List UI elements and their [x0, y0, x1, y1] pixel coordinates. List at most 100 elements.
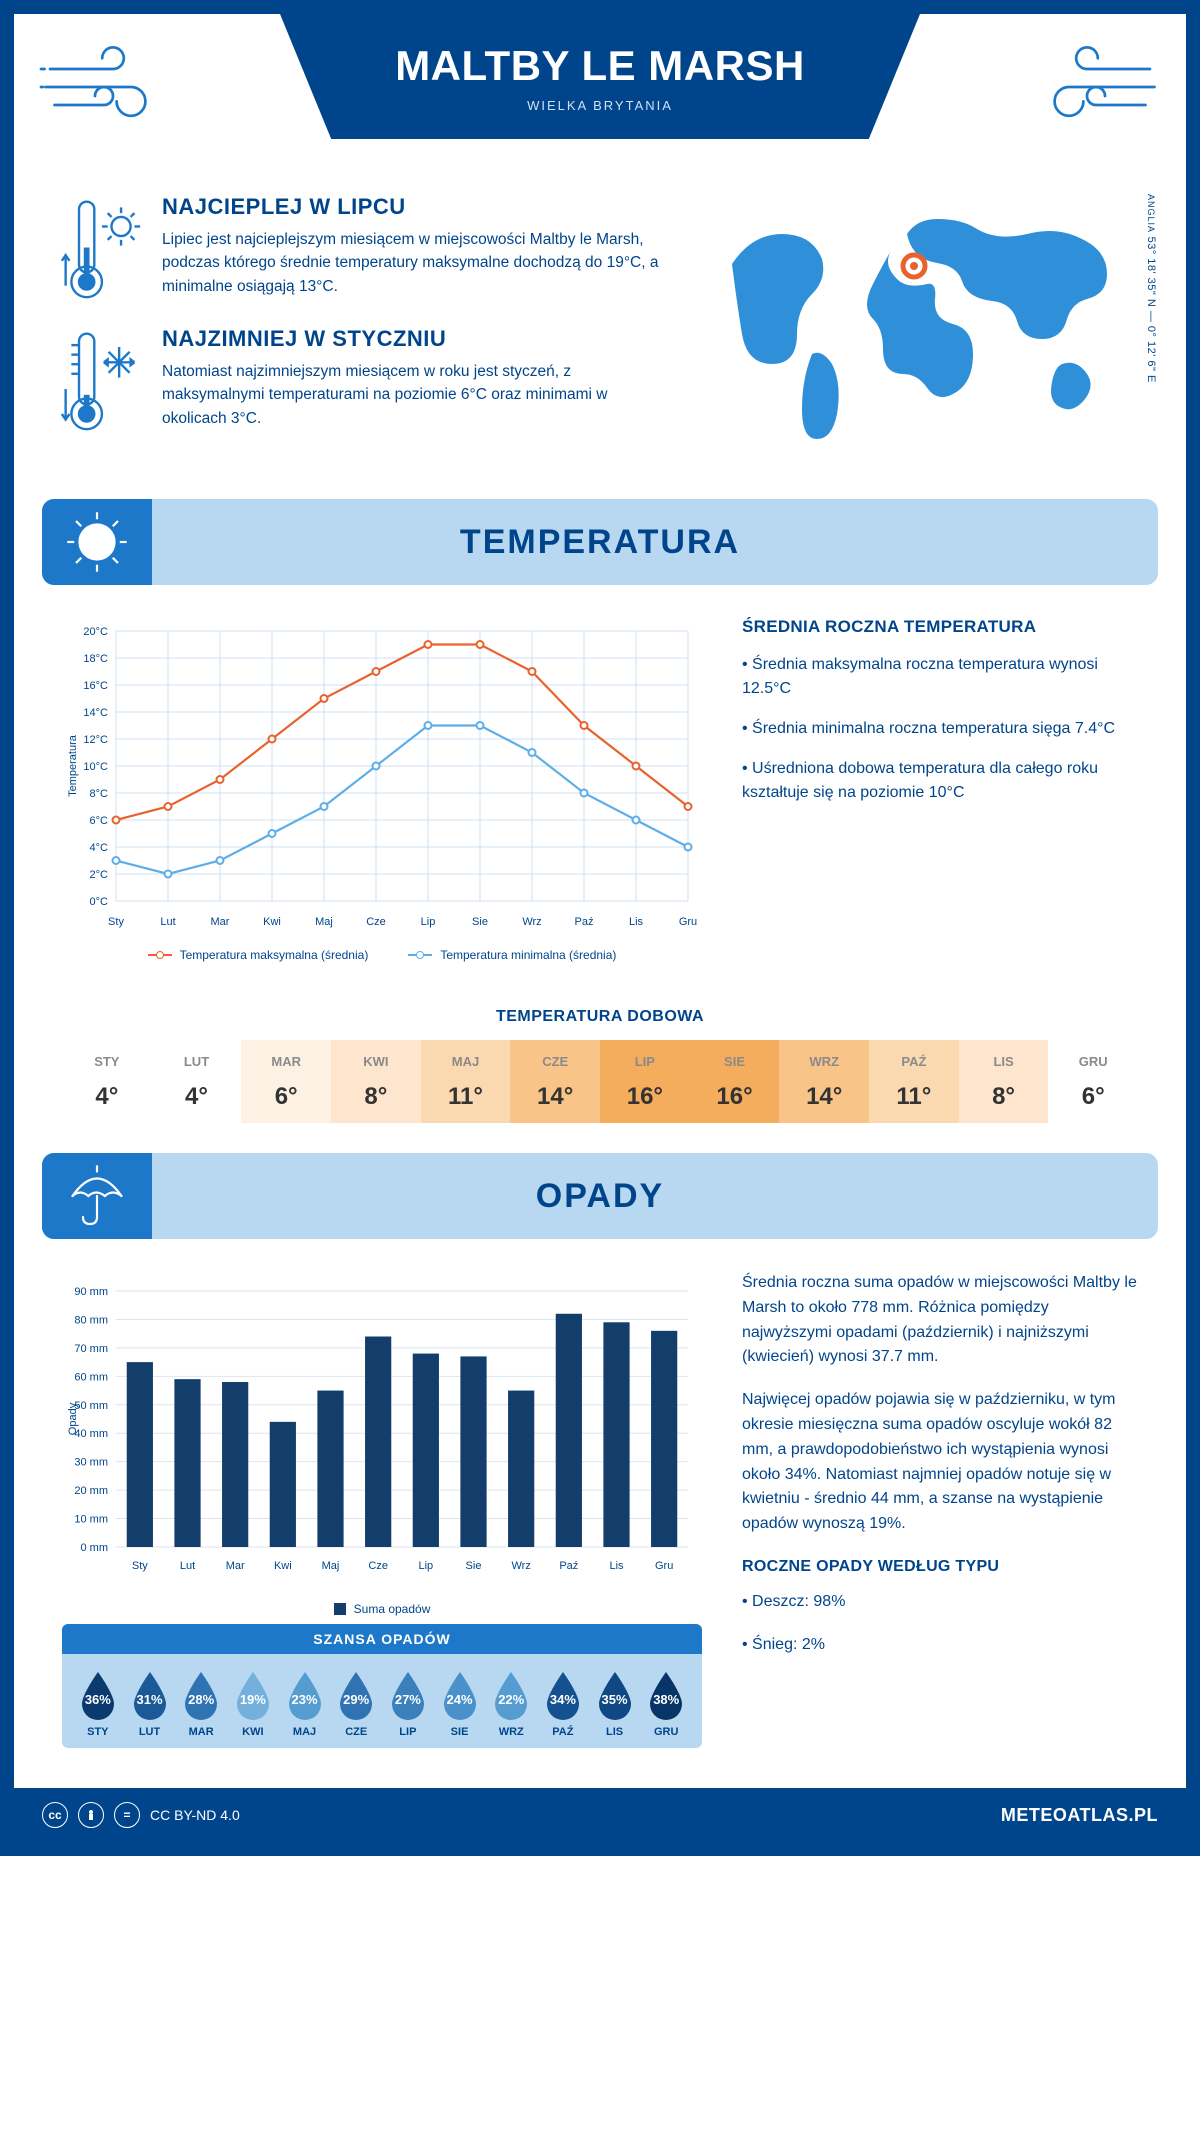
thermometer-cold-icon	[58, 326, 144, 436]
daily-value: 16°	[600, 1083, 690, 1111]
daily-value: 8°	[331, 1083, 421, 1111]
svg-text:Gru: Gru	[655, 1560, 673, 1572]
daily-month: MAJ	[421, 1054, 511, 1069]
svg-text:18°C: 18°C	[83, 653, 108, 665]
temperature-legend: Temperatura maksymalna (średnia) Tempera…	[62, 948, 702, 962]
map-panel: ANGLIA 53° 18' 35" N — 0° 12' 6" E	[702, 194, 1142, 459]
chance-month: WRZ	[485, 1726, 537, 1738]
daily-temp-cell: MAR6°	[241, 1040, 331, 1123]
svg-text:2°C: 2°C	[90, 869, 109, 881]
svg-text:0°C: 0°C	[90, 896, 109, 908]
chance-value: 28%	[188, 1692, 214, 1707]
daily-month: LIP	[600, 1054, 690, 1069]
rain-section: 0 mm10 mm20 mm30 mm40 mm50 mm60 mm70 mm8…	[14, 1261, 1186, 1768]
daily-month: MAR	[241, 1054, 331, 1069]
warmest-text: Lipiec jest najcieplejszym miesiącem w m…	[162, 228, 672, 298]
daily-month: WRZ	[779, 1054, 869, 1069]
svg-text:Lip: Lip	[421, 916, 436, 928]
svg-text:4°C: 4°C	[90, 842, 109, 854]
world-map-icon	[702, 194, 1142, 454]
coldest-fact: NAJZIMNIEJ W STYCZNIU Natomiast najzimni…	[58, 326, 672, 436]
temperature-band: TEMPERATURA	[42, 499, 1158, 585]
svg-text:14°C: 14°C	[83, 707, 108, 719]
location-title: MALTBY LE MARSH	[300, 42, 900, 90]
svg-text:Paź: Paź	[575, 916, 594, 928]
chance-month: KWI	[227, 1726, 279, 1738]
region-label: ANGLIA	[1146, 194, 1156, 233]
svg-text:Cze: Cze	[366, 916, 386, 928]
license-text: CC BY-ND 4.0	[150, 1807, 240, 1823]
daily-temp-cell: CZE14°	[510, 1040, 600, 1123]
daily-value: 11°	[421, 1083, 511, 1111]
license-block: cc = CC BY-ND 4.0	[42, 1802, 240, 1828]
svg-text:Sty: Sty	[132, 1560, 148, 1572]
rain-legend-label: Suma opadów	[354, 1602, 431, 1616]
svg-text:10°C: 10°C	[83, 761, 108, 773]
svg-text:Maj: Maj	[322, 1560, 340, 1572]
avg-temp-bullet: • Uśredniona dobowa temperatura dla całe…	[742, 757, 1138, 805]
svg-text:Cze: Cze	[368, 1560, 388, 1572]
rain-info: Średnia roczna suma opadów w miejscowośc…	[742, 1271, 1138, 1748]
svg-text:20°C: 20°C	[83, 626, 108, 638]
chance-drop: 19%KWI	[227, 1670, 279, 1738]
by-icon	[78, 1802, 104, 1828]
svg-text:Sie: Sie	[466, 1560, 482, 1572]
warmest-title: NAJCIEPLEJ W LIPCU	[162, 194, 672, 220]
chance-drop: 29%CZE	[330, 1670, 382, 1738]
wind-icon	[38, 42, 188, 132]
rain-chart-panel: 0 mm10 mm20 mm30 mm40 mm50 mm60 mm70 mm8…	[62, 1271, 702, 1748]
chance-value: 27%	[395, 1692, 421, 1707]
chance-value: 36%	[85, 1692, 111, 1707]
svg-text:Sie: Sie	[472, 916, 488, 928]
country-subtitle: WIELKA BRYTANIA	[300, 98, 900, 113]
coldest-text: Natomiast najzimniejszym miesiącem w rok…	[162, 360, 672, 430]
daily-temp-title: TEMPERATURA DOBOWA	[14, 1008, 1186, 1026]
coldest-title: NAJZIMNIEJ W STYCZNIU	[162, 326, 672, 352]
chance-drop: 34%PAŹ	[537, 1670, 589, 1738]
chance-drop: 24%SIE	[434, 1670, 486, 1738]
svg-text:12°C: 12°C	[83, 734, 108, 746]
umbrella-corner-icon	[42, 1153, 152, 1239]
chance-drop: 36%STY	[72, 1670, 124, 1738]
svg-text:Mar: Mar	[226, 1560, 245, 1572]
rain-para: Średnia roczna suma opadów w miejscowośc…	[742, 1271, 1138, 1370]
svg-text:8°C: 8°C	[90, 788, 109, 800]
chance-drop: 38%GRU	[640, 1670, 692, 1738]
intro-section: NAJCIEPLEJ W LIPCU Lipiec jest najcieple…	[14, 174, 1186, 489]
header: MALTBY LE MARSH WIELKA BRYTANIA	[14, 14, 1186, 174]
daily-month: STY	[62, 1054, 152, 1069]
avg-temp-bullet: • Średnia maksymalna roczna temperatura …	[742, 653, 1138, 701]
daily-temp-cell: GRU6°	[1048, 1040, 1138, 1123]
daily-temp-cell: SIE16°	[690, 1040, 780, 1123]
daily-month: LIS	[959, 1054, 1049, 1069]
chance-panel: SZANSA OPADÓW 36%STY31%LUT28%MAR19%KWI23…	[62, 1624, 702, 1748]
svg-text:Lut: Lut	[180, 1560, 195, 1572]
daily-value: 4°	[62, 1083, 152, 1111]
svg-text:Lis: Lis	[629, 916, 644, 928]
chance-month: PAŹ	[537, 1726, 589, 1738]
chance-month: LIP	[382, 1726, 434, 1738]
svg-text:Lis: Lis	[609, 1560, 624, 1572]
chance-drop: 27% LIP	[382, 1670, 434, 1738]
svg-text:20 mm: 20 mm	[74, 1485, 108, 1497]
temperature-title: TEMPERATURA	[460, 523, 740, 562]
temperature-chart: 0°C2°C4°C6°C8°C10°C12°C14°C16°C18°C20°CS…	[62, 617, 702, 962]
chance-value: 31%	[136, 1692, 162, 1707]
cc-icon: cc	[42, 1802, 68, 1828]
rain-legend: Suma opadów	[62, 1602, 702, 1616]
svg-text:90 mm: 90 mm	[74, 1286, 108, 1298]
svg-text:Maj: Maj	[315, 916, 333, 928]
legend-min-label: Temperatura minimalna (średnia)	[440, 948, 616, 962]
svg-text:6°C: 6°C	[90, 815, 109, 827]
svg-text:Temperatura: Temperatura	[67, 734, 79, 797]
chance-month: MAJ	[279, 1726, 331, 1738]
daily-temp-cell: LUT4°	[152, 1040, 242, 1123]
svg-text:Gru: Gru	[679, 916, 697, 928]
rain-band: OPADY	[42, 1153, 1158, 1239]
svg-text:30 mm: 30 mm	[74, 1457, 108, 1469]
footer: cc = CC BY-ND 4.0 METEOATLAS.PL	[14, 1788, 1186, 1842]
daily-value: 11°	[869, 1083, 959, 1111]
daily-value: 4°	[152, 1083, 242, 1111]
intro-facts: NAJCIEPLEJ W LIPCU Lipiec jest najcieple…	[58, 194, 672, 459]
svg-text:Sty: Sty	[108, 916, 124, 928]
